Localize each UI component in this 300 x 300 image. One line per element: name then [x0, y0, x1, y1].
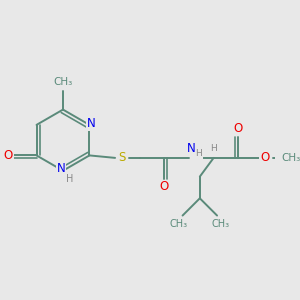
Text: CH₃: CH₃: [212, 219, 230, 230]
Text: O: O: [160, 181, 169, 194]
Text: O: O: [260, 152, 269, 164]
Text: O: O: [234, 122, 243, 135]
Text: N: N: [187, 142, 195, 155]
Text: N: N: [57, 162, 65, 175]
Text: O: O: [4, 149, 13, 162]
Text: H: H: [66, 174, 73, 184]
Text: S: S: [118, 152, 126, 164]
Text: CH₃: CH₃: [169, 219, 188, 230]
Text: N: N: [87, 117, 96, 130]
Text: H: H: [210, 144, 217, 153]
Text: H: H: [196, 149, 202, 158]
Text: CH₃: CH₃: [53, 77, 73, 87]
Text: CH₃: CH₃: [282, 153, 300, 163]
